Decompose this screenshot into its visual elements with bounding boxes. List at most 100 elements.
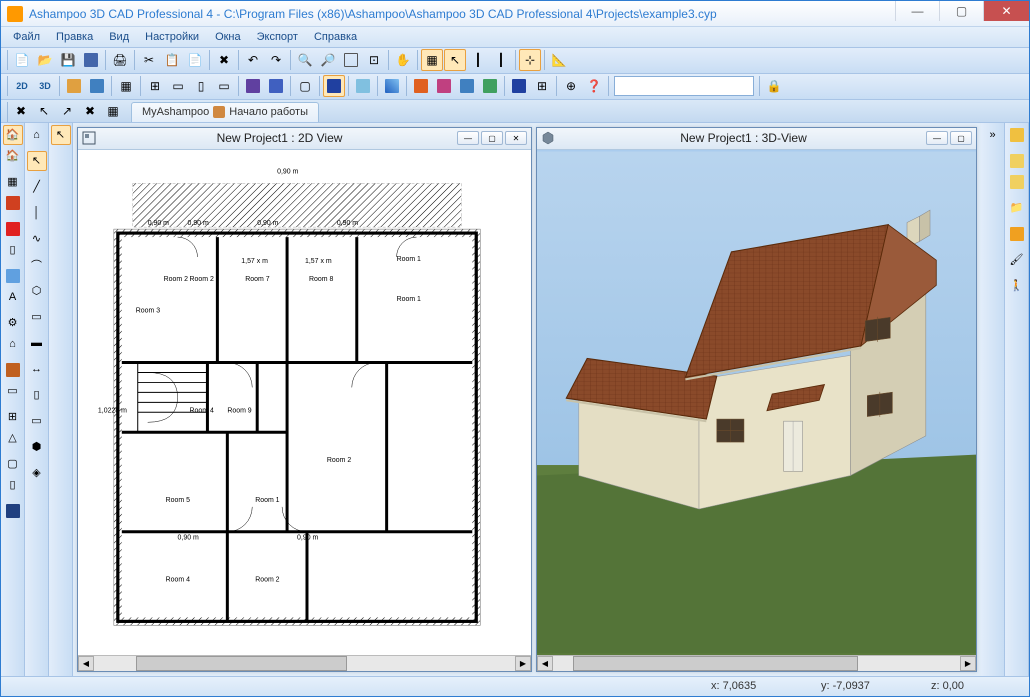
menu-view[interactable]: Вид [101, 29, 137, 45]
view-max-button[interactable]: ▢ [481, 131, 503, 145]
expand-icon[interactable]: » [983, 125, 1003, 145]
cube3d-icon[interactable] [323, 75, 345, 97]
view3d-max-button[interactable]: ▢ [950, 131, 972, 145]
tab-myashampoo[interactable]: MyAshampoo Начало работы [131, 102, 319, 122]
cascade-icon[interactable]: ▭ [167, 75, 189, 97]
win2-icon[interactable]: ▭ [213, 75, 235, 97]
home-icon[interactable]: 🏠 [3, 125, 23, 145]
render-icon[interactable] [508, 75, 530, 97]
zoom-window-icon[interactable]: ⊡ [363, 49, 385, 71]
mat1-icon[interactable] [410, 75, 432, 97]
view3d-min-button[interactable]: — [926, 131, 948, 145]
view-close-button[interactable]: ✕ [505, 131, 527, 145]
view-3d-hscroll[interactable]: ◀▶ [537, 655, 976, 671]
snap-icon[interactable]: ⊹ [519, 49, 541, 71]
measure-icon[interactable]: 📐 [548, 49, 570, 71]
view-cube-icon[interactable]: ▦ [115, 75, 137, 97]
close-button[interactable]: ✕ [983, 1, 1029, 21]
zoom-in-icon[interactable]: 🔍 [294, 49, 316, 71]
redo-icon[interactable]: ↷ [265, 49, 287, 71]
view-min-button[interactable]: — [457, 131, 479, 145]
window2-icon[interactable]: ▢ [3, 454, 23, 474]
window-tool-icon[interactable] [3, 266, 23, 286]
browse-icon[interactable] [242, 75, 264, 97]
door-icon[interactable]: ▯ [3, 240, 23, 260]
pan-icon[interactable]: ✋ [392, 49, 414, 71]
box-icon[interactable]: ▢ [294, 75, 316, 97]
win1-icon[interactable]: ▯ [190, 75, 212, 97]
zoom-fit-icon[interactable] [340, 49, 362, 71]
new-icon[interactable]: 📄 [11, 49, 33, 71]
menu-file[interactable]: Файл [5, 29, 48, 45]
3d1-icon[interactable]: ⬢ [27, 437, 47, 457]
save-all-icon[interactable] [80, 49, 102, 71]
tool2-icon[interactable]: ↖ [33, 100, 55, 122]
dim-icon[interactable]: ↔ [27, 359, 47, 379]
zoom-out-icon[interactable]: 🔎 [317, 49, 339, 71]
wall-icon[interactable] [3, 193, 23, 213]
col2-icon[interactable]: ▯ [27, 385, 47, 405]
gear-icon[interactable]: ⚙ [3, 313, 23, 333]
mat4-icon[interactable] [479, 75, 501, 97]
tile-icon[interactable]: ⊞ [144, 75, 166, 97]
grid-tool-icon[interactable]: ▦ [3, 172, 23, 192]
view-2d-hscroll[interactable]: ◀▶ [78, 655, 531, 671]
model-icon[interactable]: ⌂ [3, 334, 23, 354]
copy-icon[interactable]: 📋 [161, 49, 183, 71]
tool4-icon[interactable]: ✖ [79, 100, 101, 122]
arc-icon[interactable]: ⌒ [27, 255, 47, 275]
menu-help[interactable]: Справка [306, 29, 365, 45]
menu-windows[interactable]: Окна [207, 29, 249, 45]
ruler-v-icon[interactable]: ┃ [467, 49, 489, 71]
layer-icon[interactable] [63, 75, 85, 97]
menu-edit[interactable]: Правка [48, 29, 101, 45]
3d-button[interactable]: 3D [34, 75, 56, 97]
person-icon[interactable]: 🚶 [1007, 276, 1027, 296]
select-icon[interactable]: ↖ [444, 49, 466, 71]
texture-icon[interactable] [3, 360, 23, 380]
mat3-icon[interactable] [456, 75, 478, 97]
folder-icon[interactable]: 📁 [1007, 198, 1027, 218]
yellow2-icon[interactable] [1007, 172, 1027, 192]
3d2-icon[interactable]: ◈ [27, 463, 47, 483]
fence-icon[interactable]: ⊞ [3, 407, 23, 427]
orange-icon[interactable] [1007, 224, 1027, 244]
cursor-icon[interactable]: ↖ [27, 151, 47, 171]
line1-icon[interactable]: ╱ [27, 177, 47, 197]
rect-icon[interactable]: ▭ [27, 307, 47, 327]
wall2-icon[interactable]: ▬ [27, 333, 47, 353]
wall3-icon[interactable]: ▭ [3, 381, 23, 401]
view-3d-canvas[interactable] [537, 150, 976, 655]
column-icon[interactable]: ▯ [3, 475, 23, 495]
arrow-icon[interactable]: ⌂ [27, 125, 47, 145]
text-tool-icon[interactable]: A [3, 287, 23, 307]
cut-icon[interactable]: ✂ [138, 49, 160, 71]
print-icon[interactable]: 🖨 [109, 49, 131, 71]
layer-dropdown[interactable] [614, 76, 754, 96]
red-tool-icon[interactable] [3, 219, 23, 239]
yellow1-icon[interactable] [1007, 151, 1027, 171]
fill-icon[interactable] [381, 75, 403, 97]
cursor2-icon[interactable]: ↖ [51, 125, 71, 145]
poly-icon[interactable]: ⬡ [27, 281, 47, 301]
color-icon[interactable] [352, 75, 374, 97]
lock-icon[interactable]: 🔒 [763, 75, 785, 97]
roof-icon[interactable]: △ [3, 428, 23, 448]
menu-export[interactable]: Экспорт [249, 29, 306, 45]
solid-icon[interactable] [3, 501, 23, 521]
2d-button[interactable]: 2D [11, 75, 33, 97]
view-2d-canvas[interactable]: Room 3Room 2Room 2Room 7Room 8Room 1Room… [78, 150, 531, 655]
grid-icon[interactable]: ▦ [421, 49, 443, 71]
home2-icon[interactable]: 🏠 [3, 146, 23, 166]
tool1-icon[interactable]: ✖ [10, 100, 32, 122]
shade-icon[interactable]: ⊞ [531, 75, 553, 97]
layers-icon[interactable] [86, 75, 108, 97]
maximize-button[interactable]: ▢ [939, 1, 983, 21]
help-icon[interactable]: ❓ [583, 75, 605, 97]
light-icon[interactable]: ⊕ [560, 75, 582, 97]
minimize-button[interactable]: — [895, 1, 939, 21]
browse2-icon[interactable] [265, 75, 287, 97]
brush-icon[interactable]: 🖌 [1007, 250, 1027, 270]
ruler-h-icon[interactable]: ┃ [490, 49, 512, 71]
tool5-icon[interactable]: ▦ [102, 100, 124, 122]
